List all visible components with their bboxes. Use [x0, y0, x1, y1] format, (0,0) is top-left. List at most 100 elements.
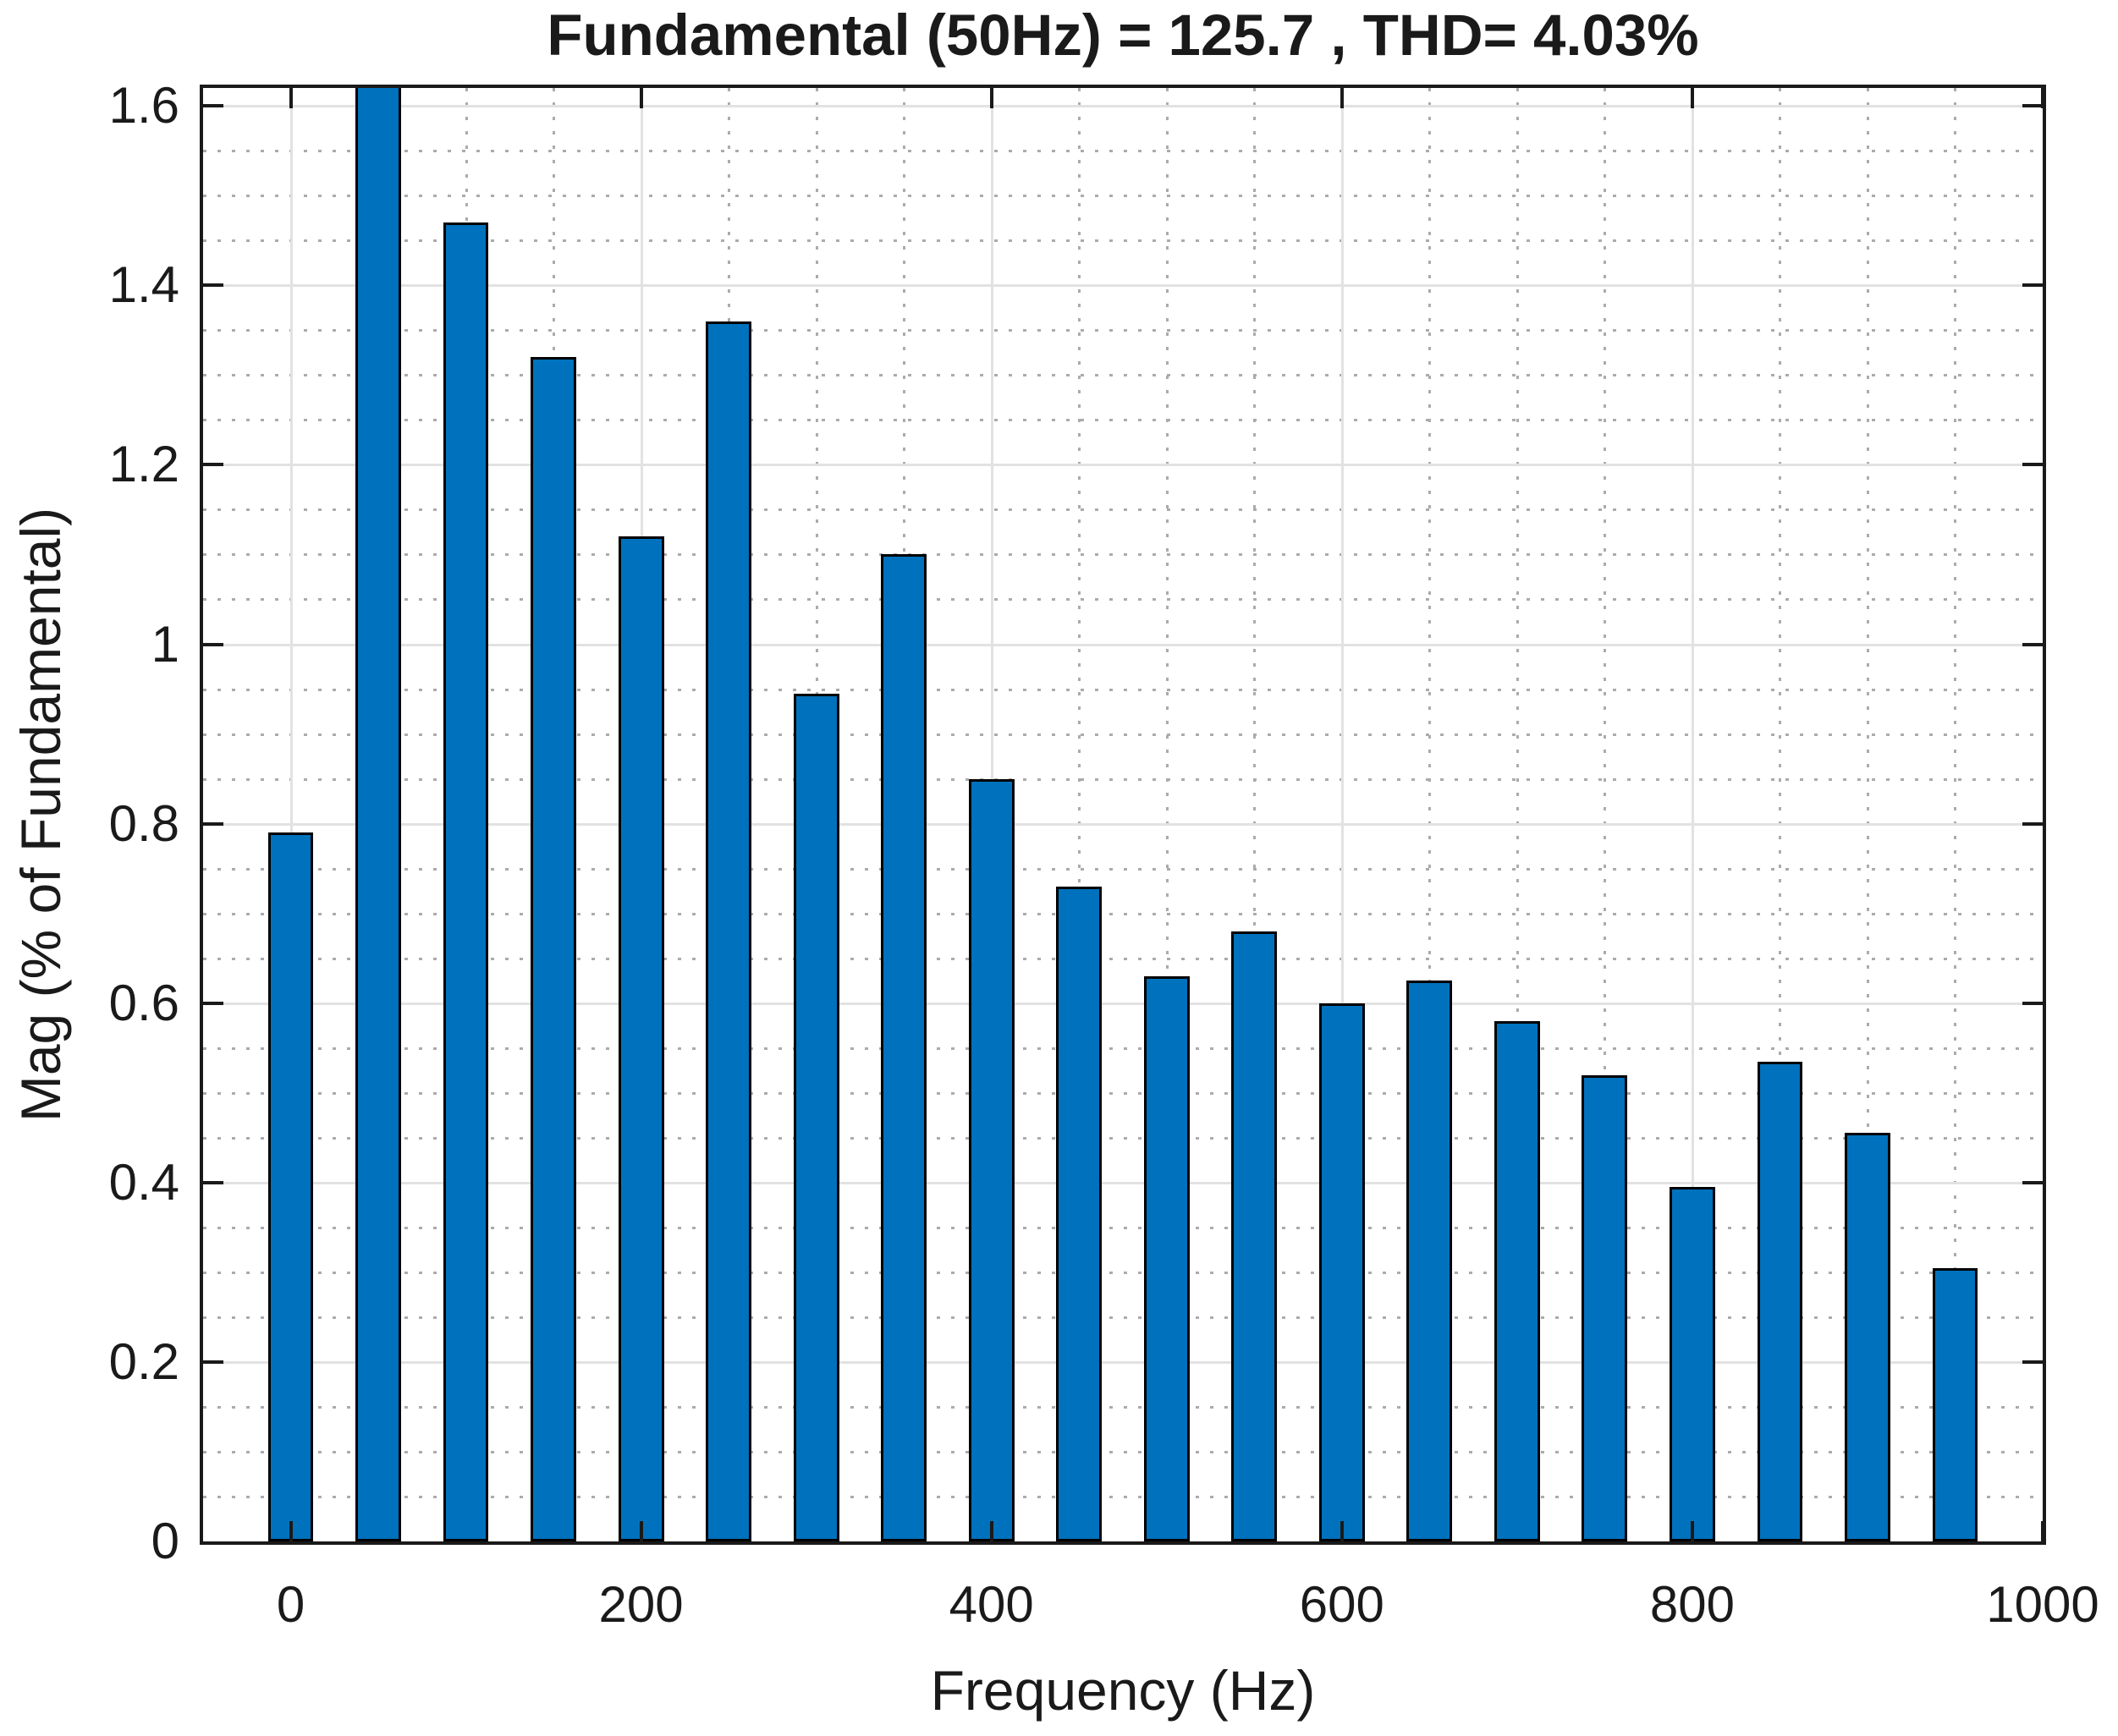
minor-gridline-x — [1253, 88, 1257, 1541]
minor-gridline-y — [203, 1495, 2043, 1498]
y-tick-mark — [203, 1001, 223, 1005]
chart-title: Fundamental (50Hz) = 125.7 , THD= 4.03% — [547, 3, 1699, 68]
bar — [706, 321, 752, 1541]
minor-gridline-y — [203, 957, 2043, 960]
x-tick-mark — [639, 88, 643, 108]
minor-gridline-y — [203, 508, 2043, 512]
bar — [355, 88, 401, 1541]
bar — [881, 554, 927, 1541]
y-tick-label: 1.2 — [108, 436, 179, 493]
major-gridline-x — [1340, 88, 1344, 1541]
major-gridline-x — [289, 88, 293, 1541]
major-gridline-y — [203, 643, 2043, 646]
major-gridline-y — [203, 1002, 2043, 1005]
minor-gridline-y — [203, 419, 2043, 422]
x-tick-mark — [989, 88, 993, 108]
minor-gridline-y — [203, 912, 2043, 915]
minor-gridline-y — [203, 867, 2043, 871]
minor-gridline-y — [203, 150, 2043, 153]
x-axis-label: Frequency (Hz) — [930, 1659, 1316, 1722]
y-tick-mark — [2022, 1360, 2043, 1364]
minor-gridline-y — [203, 1136, 2043, 1140]
x-tick-mark — [289, 1521, 293, 1541]
x-tick-mark — [2041, 88, 2043, 108]
bar — [1143, 975, 1190, 1541]
major-gridline-y — [203, 464, 2043, 467]
minor-gridline-y — [203, 688, 2043, 691]
x-tick-mark — [1690, 1521, 1694, 1541]
y-tick-label: 1 — [151, 615, 179, 673]
y-tick-mark — [203, 1360, 223, 1364]
bar — [793, 693, 839, 1541]
bar — [1932, 1267, 1978, 1541]
x-tick-mark — [639, 1521, 643, 1541]
minor-gridline-y — [203, 1405, 2043, 1409]
bar — [1318, 1003, 1365, 1541]
minor-gridline-y — [203, 1271, 2043, 1274]
minor-gridline-x — [1078, 88, 1081, 1541]
minor-gridline-y — [203, 553, 2043, 557]
y-tick-label: 0.4 — [108, 1153, 179, 1211]
x-tick-label: 0 — [276, 1576, 305, 1633]
minor-gridline-x — [1779, 88, 1782, 1541]
minor-gridline-x — [1954, 88, 1957, 1541]
y-tick-label: 0.8 — [108, 794, 179, 852]
x-tick-mark — [1340, 1521, 1344, 1541]
y-tick-mark — [2022, 283, 2043, 288]
minor-gridline-y — [203, 777, 2043, 781]
y-tick-mark — [2022, 1001, 2043, 1005]
minor-gridline-y — [203, 733, 2043, 736]
major-gridline-x — [1691, 88, 1694, 1541]
major-gridline-y — [203, 822, 2043, 826]
minor-gridline-y — [203, 1450, 2043, 1453]
x-tick-mark — [1340, 88, 1344, 108]
minor-gridline-x — [1516, 88, 1519, 1541]
bar — [531, 357, 576, 1541]
x-tick-label: 400 — [949, 1576, 1034, 1633]
x-tick-label: 800 — [1649, 1576, 1735, 1633]
minor-gridline-x — [1604, 88, 1607, 1541]
y-tick-label: 0 — [151, 1513, 179, 1569]
y-tick-label: 1.4 — [108, 256, 179, 314]
major-gridline-y — [203, 284, 2043, 288]
y-tick-mark — [203, 283, 223, 288]
bar — [618, 536, 664, 1541]
major-gridline-y — [203, 1360, 2043, 1364]
plot-area — [200, 85, 2046, 1545]
bar — [1231, 931, 1278, 1541]
x-tick-label: 600 — [1299, 1576, 1384, 1633]
minor-gridline-y — [203, 598, 2043, 602]
bar — [1582, 1074, 1628, 1541]
major-gridline-y — [203, 105, 2043, 108]
minor-gridline-y — [203, 329, 2043, 332]
minor-gridline-x — [1866, 88, 1869, 1541]
x-tick-mark — [989, 1521, 993, 1541]
minor-gridline-y — [203, 195, 2043, 198]
minor-gridline-y — [203, 1091, 2043, 1095]
minor-gridline-x — [1428, 88, 1432, 1541]
x-tick-label: 200 — [598, 1576, 684, 1633]
bar — [1056, 886, 1103, 1541]
y-tick-mark — [203, 104, 223, 108]
minor-gridline-y — [203, 1226, 2043, 1229]
minor-gridline-y — [203, 239, 2043, 243]
minor-gridline-y — [203, 1047, 2043, 1050]
bar — [1757, 1061, 1803, 1541]
y-tick-mark — [2022, 1180, 2043, 1184]
x-tick-mark — [1690, 88, 1694, 108]
bar — [1669, 1187, 1715, 1541]
bar — [1406, 981, 1453, 1541]
y-tick-label: 0.2 — [108, 1332, 179, 1390]
minor-gridline-y — [203, 1316, 2043, 1319]
y-tick-mark — [2022, 104, 2043, 108]
y-tick-mark — [2022, 463, 2043, 467]
x-tick-mark — [2041, 1521, 2043, 1541]
x-tick-label: 1000 — [1986, 1576, 2099, 1633]
y-tick-mark — [2022, 642, 2043, 646]
y-tick-label: 1.6 — [108, 77, 179, 135]
x-tick-mark — [289, 88, 293, 108]
y-tick-mark — [203, 642, 223, 646]
minor-gridline-x — [1165, 88, 1169, 1541]
bar — [968, 778, 1015, 1541]
